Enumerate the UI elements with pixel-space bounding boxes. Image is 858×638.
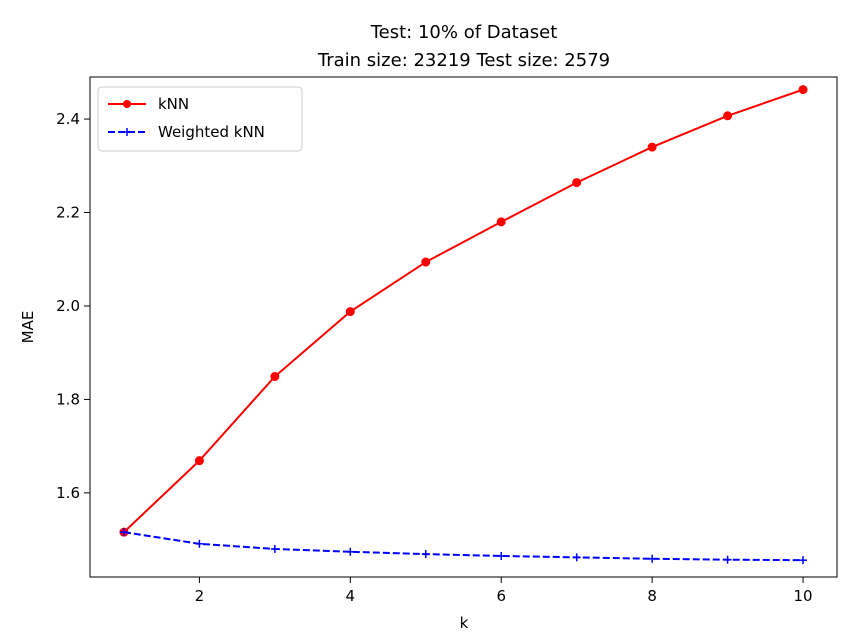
chart-title-line-2: Train size: 23219 Test size: 2579 [317, 50, 610, 71]
plot-area-frame [89, 76, 838, 578]
data-point [270, 372, 280, 382]
chart-title: Test: 10% of Dataset Train size: 23219 T… [317, 22, 610, 71]
legend-entry-weighted-knn: Weighted kNN [108, 123, 265, 141]
data-point [195, 539, 204, 548]
y-tick-label: 2.0 [56, 297, 80, 315]
data-point [421, 550, 430, 559]
series-line [123, 531, 804, 562]
data-point [572, 553, 581, 562]
y-tick-label: 1.6 [56, 484, 80, 502]
y-tick-label: 1.8 [56, 390, 80, 408]
data-point [723, 555, 732, 564]
series-layer [119, 85, 808, 565]
series-line [123, 88, 804, 533]
data-point [345, 307, 355, 317]
legend-marker [123, 100, 131, 108]
data-point [270, 544, 279, 553]
y-axis-label: MAE [19, 311, 37, 344]
data-point [723, 111, 733, 121]
chart-title-line-1: Test: 10% of Dataset [370, 22, 558, 43]
legend-marker [123, 128, 131, 136]
series-knn [119, 85, 808, 537]
x-tick-label: 2 [195, 587, 205, 605]
data-point [798, 85, 808, 95]
y-tick-label: 2.2 [56, 204, 80, 222]
legend-box [97, 86, 303, 152]
x-tick-label: 8 [647, 587, 657, 605]
legend-label: Weighted kNN [158, 123, 265, 141]
data-point [648, 554, 657, 563]
data-point [194, 456, 204, 466]
data-point [799, 556, 808, 565]
x-tick-label: 4 [346, 587, 356, 605]
data-point [119, 528, 128, 537]
data-point [346, 547, 355, 556]
legend-label: kNN [158, 95, 189, 113]
data-point [497, 551, 506, 560]
x-axis-label: k [460, 614, 469, 632]
data-point [572, 178, 582, 188]
data-point [496, 217, 506, 227]
x-tick-label: 10 [793, 587, 812, 605]
x-axis-ticks: 2 4 6 8 10 [195, 577, 813, 605]
y-axis-ticks: 1.6 1.8 2.0 2.2 2.4 [56, 110, 90, 502]
legend: kNN Weighted kNN [97, 86, 303, 152]
data-point [421, 257, 431, 267]
legend-entry-knn: kNN [108, 95, 189, 113]
x-tick-label: 6 [496, 587, 506, 605]
data-point [647, 142, 657, 152]
series-weighted-knn [119, 528, 808, 565]
y-tick-label: 2.4 [56, 110, 80, 128]
